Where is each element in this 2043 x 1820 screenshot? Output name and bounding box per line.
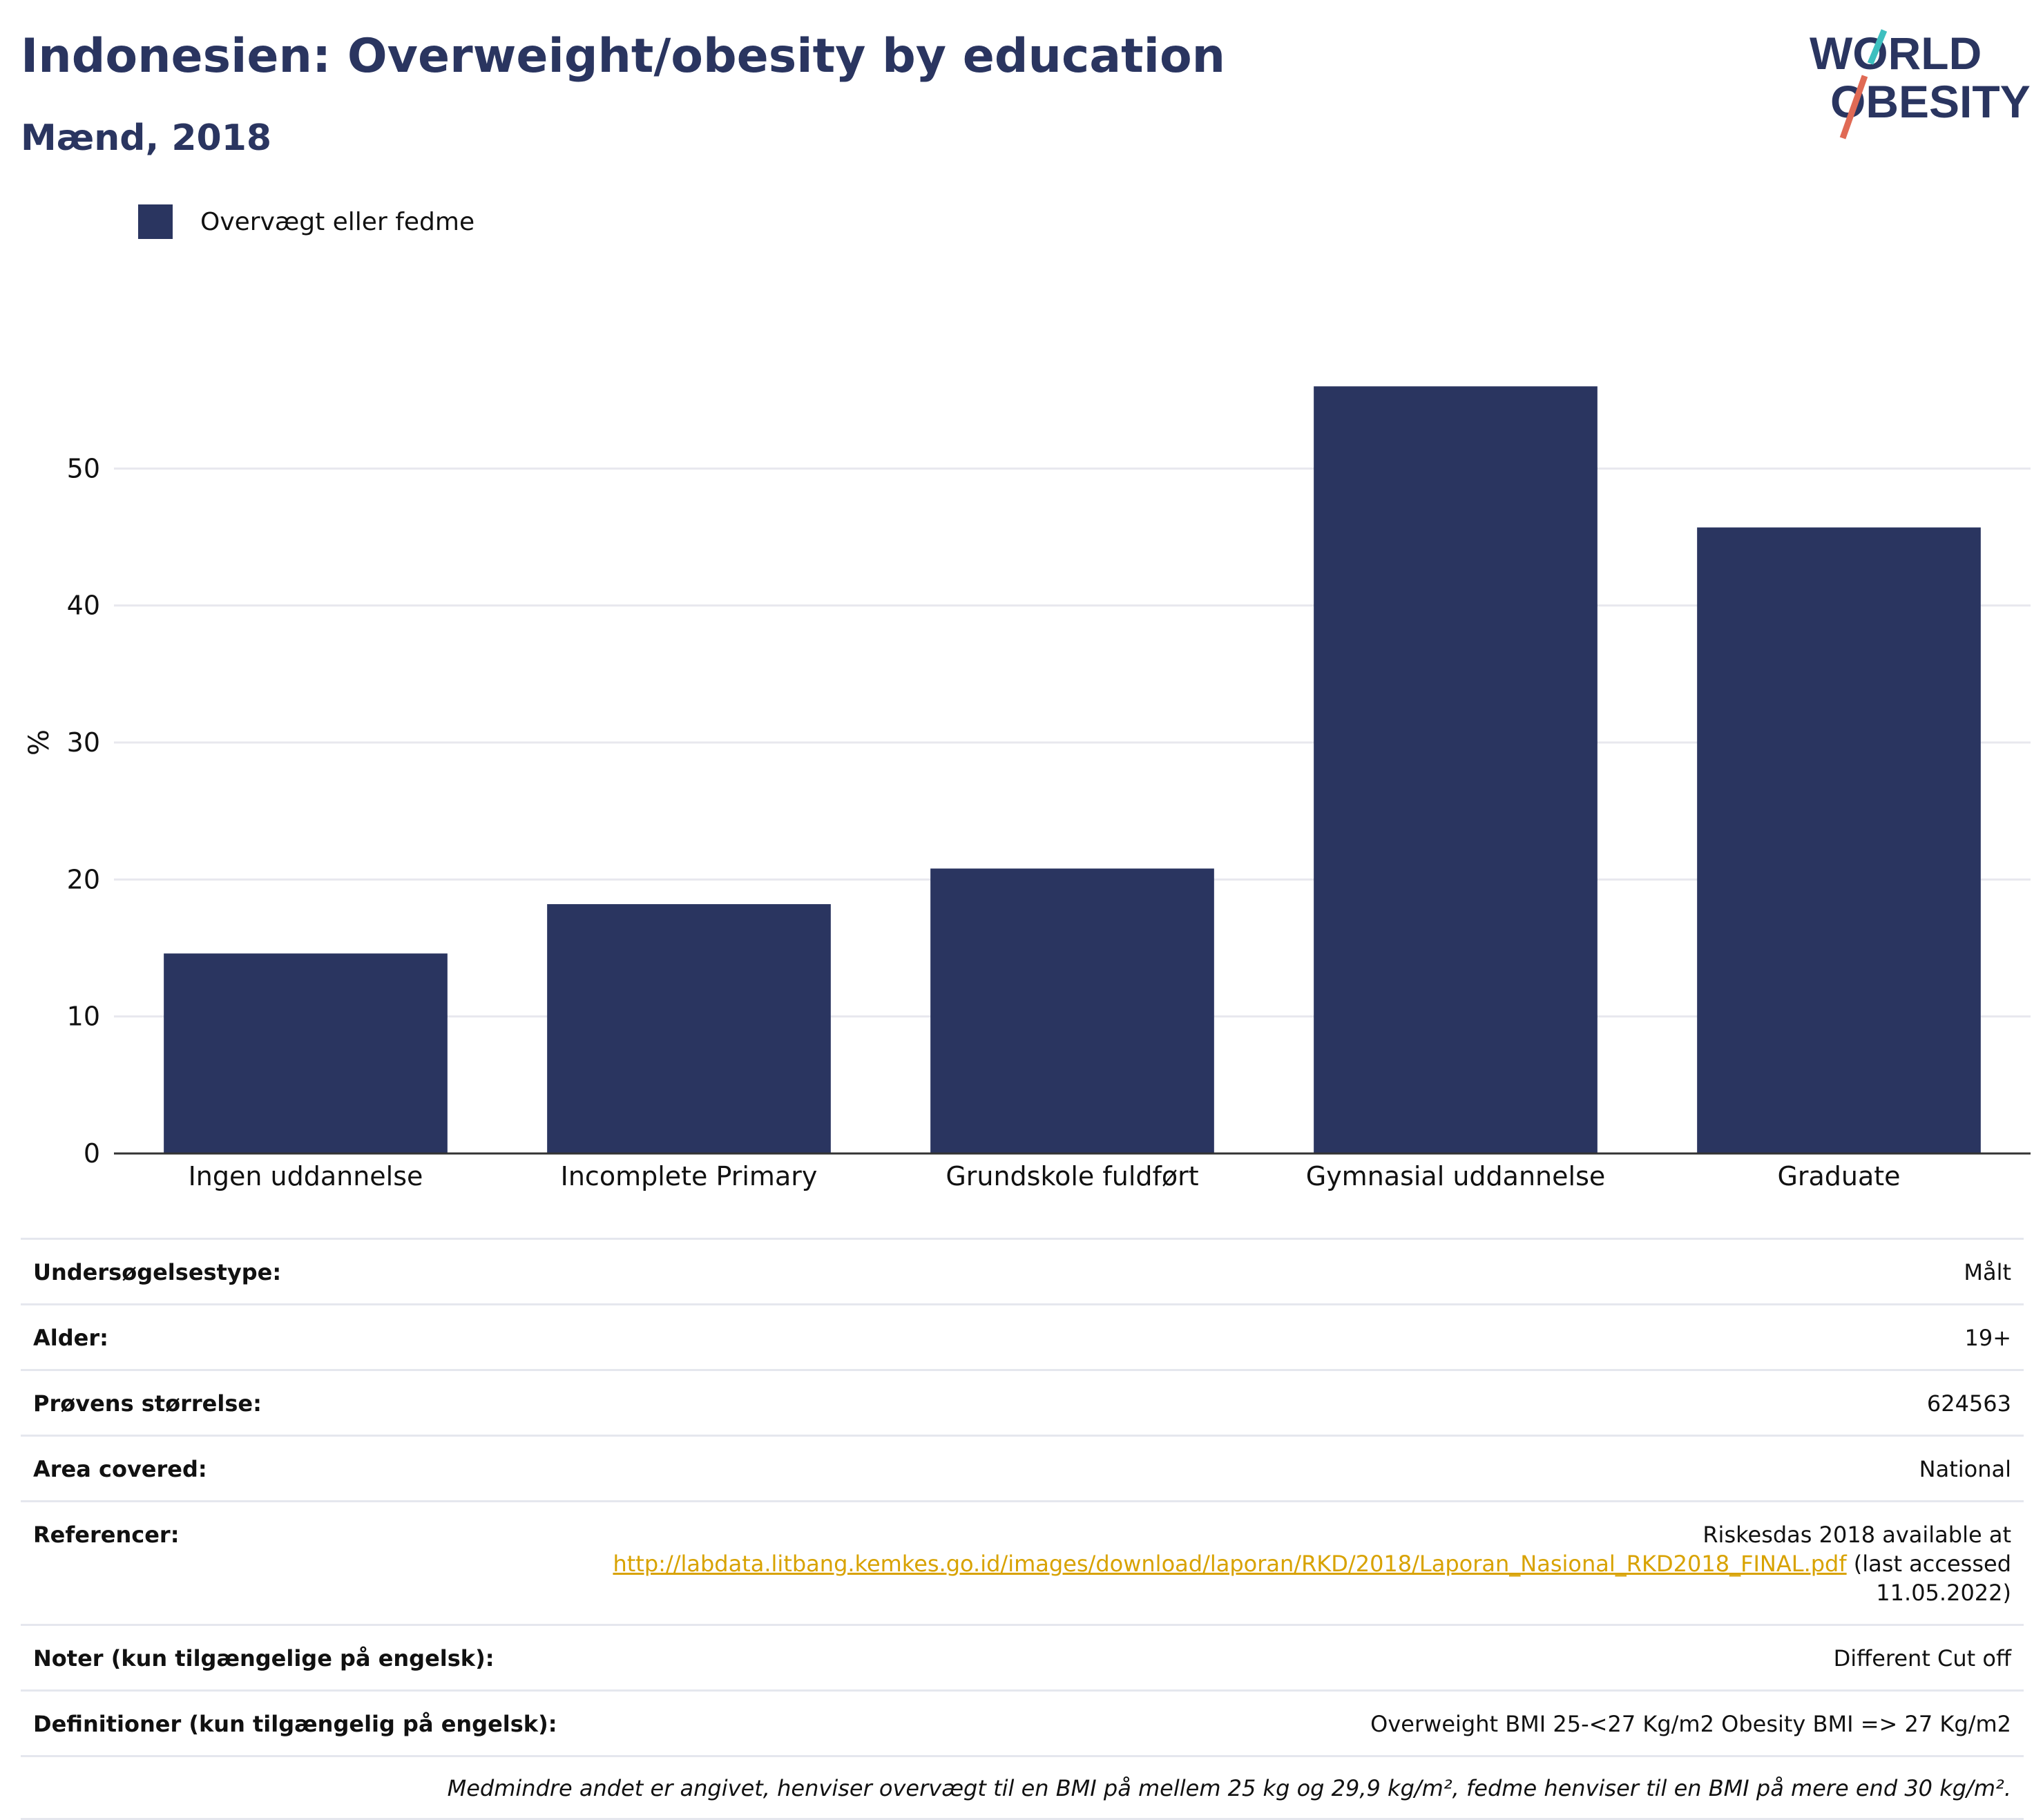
info-value-definitions: Overweight BMI 25-<27 Kg/m2 Obesity BMI …: [1370, 1711, 2011, 1737]
info-value-area-covered: National: [1919, 1456, 2011, 1482]
logo-coral-slash: [1839, 75, 1868, 140]
x-tick-label: Gymnasial uddannelse: [1306, 1161, 1606, 1191]
x-tick-label: Incomplete Primary: [561, 1161, 818, 1191]
x-tick-label: Grundskole fuldført: [946, 1161, 1198, 1191]
info-label-survey-type: Undersøgelsestype:: [33, 1259, 282, 1285]
references-text-before: Riskesdas 2018 available at: [1702, 1522, 2011, 1548]
x-tick-label: Ingen uddannelse: [189, 1161, 423, 1191]
y-tick-label: 10: [67, 1002, 100, 1032]
y-tick-label: 0: [84, 1138, 100, 1169]
page-subtitle: Mænd, 2018: [21, 117, 272, 159]
info-label-age: Alder:: [33, 1325, 108, 1351]
references-text-after: (last accessed 11.05.2022): [1853, 1551, 2011, 1606]
info-row: Noter (kun tilgængelige på engelsk): Dif…: [21, 1626, 2024, 1692]
references-link[interactable]: http://labdata.litbang.kemkes.go.id/imag…: [613, 1551, 1847, 1577]
legend-label: Overvægt eller fedme: [200, 207, 475, 236]
y-tick-label: 30: [67, 727, 100, 758]
info-label-definitions: Definitioner (kun tilgængelig på engelsk…: [33, 1711, 557, 1737]
info-value-survey-type: Målt: [1964, 1259, 2011, 1285]
info-row: Prøvens størrelse: 624563: [21, 1371, 2024, 1437]
info-row: Undersøgelsestype: Målt: [21, 1240, 2024, 1305]
bar: [164, 953, 448, 1153]
bar: [930, 868, 1214, 1153]
info-row: Definitioner (kun tilgængelig på engelsk…: [21, 1692, 2024, 1757]
info-label-area-covered: Area covered:: [33, 1456, 207, 1482]
info-row-references: Referencer: Riskesdas 2018 available at …: [21, 1502, 2024, 1626]
y-tick-label: 40: [67, 591, 100, 621]
bar: [1314, 386, 1598, 1154]
logo-teal-slash: [1867, 29, 1888, 65]
legend-swatch: [138, 204, 173, 239]
bar: [547, 904, 831, 1153]
info-value-notes: Different Cut off: [1833, 1645, 2011, 1671]
info-label-references: Referencer:: [33, 1522, 180, 1548]
y-tick-label: 20: [67, 864, 100, 894]
info-row: Area covered: National: [21, 1437, 2024, 1502]
info-value-references: Riskesdas 2018 available at http://labda…: [561, 1520, 2011, 1607]
footnote: Medmindre andet er angivet, henviser ove…: [21, 1757, 2024, 1820]
info-label-notes: Noter (kun tilgængelige på engelsk):: [33, 1645, 495, 1671]
bar: [1697, 527, 1981, 1153]
y-axis-label: %: [23, 729, 55, 756]
info-table: Undersøgelsestype: Målt Alder: 19+ Prøve…: [21, 1238, 2024, 1820]
x-tick-label: Graduate: [1777, 1161, 1900, 1191]
page-title: Indonesien: Overweight/obesity by educat…: [21, 29, 1226, 84]
info-label-sample-size: Prøvens størrelse:: [33, 1390, 262, 1417]
info-value-age: 19+: [1964, 1325, 2011, 1351]
logo-line1: WORLD: [1810, 28, 1982, 79]
chart-legend: Overvægt eller fedme: [138, 204, 474, 239]
world-obesity-logo: WORLD OBESITY: [1810, 28, 2031, 140]
y-tick-label: 50: [67, 453, 100, 483]
info-row: Alder: 19+: [21, 1305, 2024, 1371]
info-value-sample-size: 624563: [1926, 1390, 2011, 1417]
bar-chart: 0 10 20 30 40 50% Ingen uddannelse Incomplete P…: [23, 386, 2031, 1191]
